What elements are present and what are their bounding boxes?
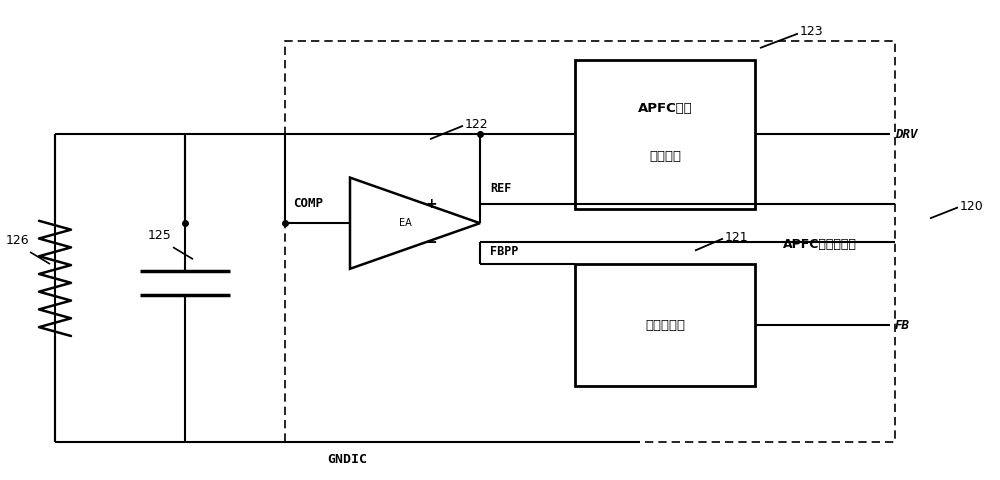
Text: −: − <box>425 235 438 250</box>
Text: 122: 122 <box>465 118 489 132</box>
Text: APFC恒流控制器: APFC恒流控制器 <box>783 238 857 252</box>
Text: EA: EA <box>399 218 411 228</box>
Polygon shape <box>350 178 480 269</box>
Text: 123: 123 <box>800 24 824 38</box>
Text: 125: 125 <box>148 228 172 242</box>
Text: 控制电路: 控制电路 <box>649 149 681 163</box>
Text: +: + <box>425 197 437 211</box>
Text: GNDIC: GNDIC <box>328 453 368 467</box>
Text: FB: FB <box>895 319 910 332</box>
Text: APFC逻辑: APFC逻辑 <box>638 101 692 115</box>
Bar <box>575 60 755 209</box>
Text: 120: 120 <box>960 200 984 213</box>
Text: DRV: DRV <box>895 128 918 141</box>
Text: 121: 121 <box>725 231 749 244</box>
Bar <box>285 41 895 442</box>
Text: REF: REF <box>490 182 511 195</box>
Text: FBPP: FBPP <box>490 245 518 258</box>
Bar <box>575 264 755 386</box>
Text: 126: 126 <box>5 233 29 247</box>
Text: 预处理电路: 预处理电路 <box>645 319 685 332</box>
Text: COMP: COMP <box>293 197 323 210</box>
